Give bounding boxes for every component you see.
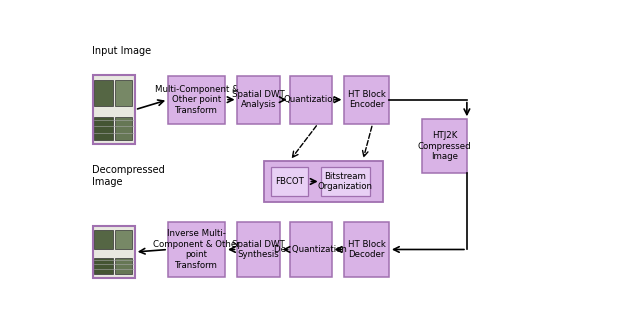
Text: Decompressed
Image: Decompressed Image (92, 165, 165, 187)
FancyBboxPatch shape (115, 258, 132, 274)
FancyBboxPatch shape (94, 230, 113, 250)
FancyBboxPatch shape (115, 117, 132, 140)
FancyBboxPatch shape (115, 80, 132, 106)
FancyBboxPatch shape (289, 222, 332, 277)
FancyBboxPatch shape (344, 222, 389, 277)
FancyBboxPatch shape (271, 167, 308, 196)
FancyBboxPatch shape (422, 119, 467, 173)
Text: Quantization: Quantization (283, 95, 338, 104)
Text: FBCOT: FBCOT (275, 177, 304, 186)
Text: Spatial DWT
Synthesis: Spatial DWT Synthesis (232, 240, 285, 259)
FancyBboxPatch shape (94, 258, 113, 274)
FancyBboxPatch shape (264, 161, 383, 202)
Text: De- Quantization: De- Quantization (274, 245, 347, 254)
FancyBboxPatch shape (94, 80, 113, 106)
Text: Spatial DWT
Analysis: Spatial DWT Analysis (232, 90, 285, 109)
FancyBboxPatch shape (168, 76, 225, 124)
Text: Bitstream
Organization: Bitstream Organization (318, 172, 373, 191)
FancyBboxPatch shape (168, 222, 225, 277)
Text: HT Block
Decoder: HT Block Decoder (348, 240, 386, 259)
FancyBboxPatch shape (344, 76, 389, 124)
FancyBboxPatch shape (321, 167, 370, 196)
FancyBboxPatch shape (289, 76, 332, 124)
FancyBboxPatch shape (93, 226, 135, 278)
Text: Multi-Component &
Other point
Transform: Multi-Component & Other point Transform (155, 85, 239, 114)
Text: HTJ2K
Compressed
Image: HTJ2K Compressed Image (418, 131, 472, 161)
Text: Input Image: Input Image (92, 45, 152, 56)
Text: HT Block
Encoder: HT Block Encoder (348, 90, 386, 109)
FancyBboxPatch shape (93, 75, 135, 144)
Text: Inverse Multi-
Component & Other
point
Transform: Inverse Multi- Component & Other point T… (153, 229, 240, 269)
FancyBboxPatch shape (115, 230, 132, 250)
FancyBboxPatch shape (237, 76, 280, 124)
FancyBboxPatch shape (94, 117, 113, 140)
FancyBboxPatch shape (237, 222, 280, 277)
